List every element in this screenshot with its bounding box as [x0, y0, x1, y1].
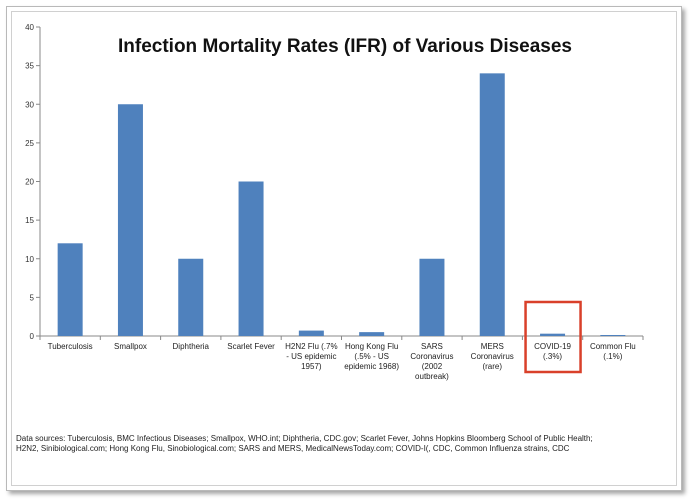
- y-tick-label: 0: [30, 332, 35, 341]
- x-tick-label-line: - US epidemic: [286, 352, 336, 361]
- x-tick-label-0: Tuberculosis: [48, 342, 93, 351]
- x-tick-label-line: epidemic 1968): [344, 362, 399, 371]
- x-tick-label-4: H2N2 Flu (.7% - US epidemic 1957): [285, 342, 337, 371]
- x-tick-label-line: (.1%): [603, 352, 622, 361]
- data-sources-note: Data sources: Tuberculosis, BMC Infectio…: [16, 434, 666, 454]
- x-tick-label-line: SARS: [421, 342, 443, 351]
- bar-4: [298, 330, 324, 336]
- x-tick-label-line: H2N2 Flu (.7%: [285, 342, 337, 351]
- bar-8: [540, 333, 566, 336]
- bar-6: [419, 258, 445, 336]
- y-tick-label: 20: [25, 178, 34, 187]
- x-tick-label-line: Hong Kong Flu: [345, 342, 398, 351]
- bar-3: [238, 181, 264, 336]
- bar-9: [600, 335, 626, 336]
- x-tick-label-1: Smallpox: [114, 342, 147, 351]
- y-tick-label: 15: [25, 216, 34, 225]
- x-tick-label-line: MERS: [481, 342, 504, 351]
- x-tick-label-8: COVID-19 (.3%): [534, 342, 571, 361]
- x-tick-label-line: outbreak): [415, 372, 449, 381]
- x-tick-label-3: Scarlet Fever: [227, 342, 275, 351]
- chart-bars: [57, 73, 626, 336]
- x-tick-label-line: (rare): [482, 362, 502, 371]
- x-tick-label-line: Common Flu: [590, 342, 636, 351]
- x-tick-label-7: MERS Coronavirus (rare): [471, 342, 514, 371]
- x-tick-label-line: (.5% - US: [354, 352, 389, 361]
- bar-5: [359, 332, 385, 336]
- x-tick-label-9: Common Flu (.1%): [590, 342, 636, 361]
- source-line-2: H2N2, Sinibiological.com; Hong Kong Flu,…: [16, 444, 570, 453]
- y-tick-label: 25: [25, 139, 34, 148]
- y-tick-label: 40: [25, 23, 34, 32]
- chart-axes: 0 5 10 15 20 25 30 35 40: [25, 23, 644, 341]
- covid-highlight-box: [524, 300, 582, 374]
- x-tick-label-line: Coronavirus: [471, 352, 514, 361]
- highlight-box-layer: [524, 300, 582, 374]
- x-tick-label-line: Smallpox: [114, 342, 147, 351]
- chart-title: Infection Mortality Rates (IFR) of Vario…: [118, 36, 572, 57]
- chart-frame: [6, 6, 682, 491]
- source-line-1: Data sources: Tuberculosis, BMC Infectio…: [16, 434, 593, 443]
- y-tick-label: 10: [25, 255, 34, 264]
- bar-0: [57, 243, 83, 336]
- x-tick-label-2: Diphtheria: [173, 342, 210, 351]
- x-tick-label-5: Hong Kong Flu (.5% - US epidemic 1968): [344, 342, 399, 371]
- x-tick-label-line: (2002: [422, 362, 443, 371]
- y-tick-label: 5: [30, 293, 35, 302]
- x-tick-label-line: 1957): [301, 362, 322, 371]
- x-tick-label-line: COVID-19: [534, 342, 571, 351]
- chart-x-labels: Tuberculosis Smallpox Diphtheria Scarlet Fe…: [48, 342, 636, 381]
- x-tick-label-line: Diphtheria: [173, 342, 210, 351]
- x-tick-label-line: Scarlet Fever: [227, 342, 275, 351]
- bar-7: [479, 73, 505, 336]
- x-tick-label-line: (.3%): [543, 352, 562, 361]
- x-tick-label-line: Tuberculosis: [48, 342, 93, 351]
- bar-2: [178, 258, 204, 336]
- x-tick-label-line: Coronavirus: [410, 352, 453, 361]
- y-tick-label: 35: [25, 62, 34, 71]
- x-tick-label-6: SARS Coronavirus (2002 outbreak): [410, 342, 453, 381]
- y-tick-label: 30: [25, 100, 34, 109]
- bar-1: [117, 104, 143, 336]
